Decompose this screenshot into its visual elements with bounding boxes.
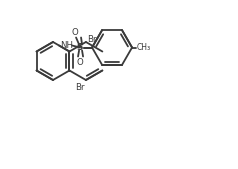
Text: CH₃: CH₃: [137, 43, 151, 52]
Text: NH: NH: [60, 41, 73, 50]
Text: Br: Br: [75, 83, 85, 92]
Text: O: O: [77, 58, 84, 67]
Text: Br: Br: [87, 35, 96, 44]
Text: S: S: [77, 43, 83, 52]
Text: O: O: [72, 28, 79, 37]
